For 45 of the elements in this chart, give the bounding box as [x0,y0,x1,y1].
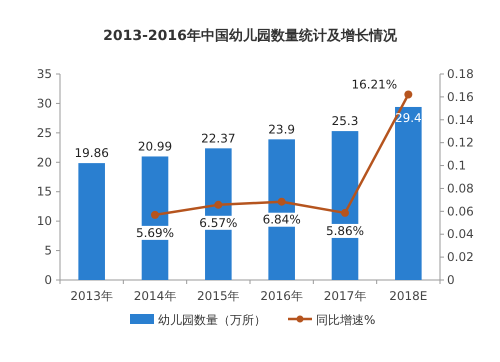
legend-label: 幼儿园数量（万所） [158,313,266,327]
bar [395,106,422,280]
data-label: 20.99 [138,139,172,154]
x-tick-label: 2015年 [197,289,240,303]
y-tick-label: 25 [36,126,52,140]
y-tick-label: 30 [36,96,52,110]
y-tick-label: 0 [44,273,52,287]
y2-tick-label: 0.14 [447,112,474,127]
y2-tick-label: 0.1 [447,158,466,173]
data-label: 22.37 [201,131,236,146]
y-tick-label: 20 [36,155,52,170]
point [341,208,349,217]
x-tick-label: 2017年 [324,289,366,303]
legend-label: 同比增速% [316,313,376,327]
data-label: 6.84% [262,212,301,227]
data-label: 19.86 [74,146,109,160]
y2-tick-label: 0.16 [447,90,474,104]
y2-tick-label: 0.18 [447,67,474,81]
y-tick-label: 5 [44,244,52,258]
point [278,198,286,206]
y2-tick-label: 0.02 [447,250,474,264]
y2-tick-label: 0.04 [447,227,474,242]
y-tick-label: 10 [36,214,52,228]
point [214,200,222,209]
data-label: 29.4 [394,110,422,125]
x-tick-label: 2016年 [260,289,303,303]
x-tick-label: 2014年 [134,289,176,303]
point [151,210,159,219]
y2-tick-label: 0 [447,273,455,287]
data-label: 6.57% [199,216,238,230]
y-tick-label: 35 [36,67,52,81]
data-label: 25.3 [332,114,358,128]
data-label: 16.21% [351,77,398,92]
data-label: 5.69% [136,226,174,240]
x-tick-label: 2018E [389,289,428,303]
chart-title: 2013-2016年中国幼儿园数量统计及增长情况 [103,27,398,44]
y2-tick-label: 0.08 [447,181,474,196]
y-tick-label: 15 [36,184,52,199]
y2-tick-label: 0.06 [447,204,474,218]
data-label: 5.86% [326,224,364,238]
bar [78,163,105,280]
point [404,90,412,98]
y2-tick-label: 0.12 [447,136,474,150]
data-label: 23.9 [268,122,296,136]
x-tick-label: 2013年 [70,289,113,303]
